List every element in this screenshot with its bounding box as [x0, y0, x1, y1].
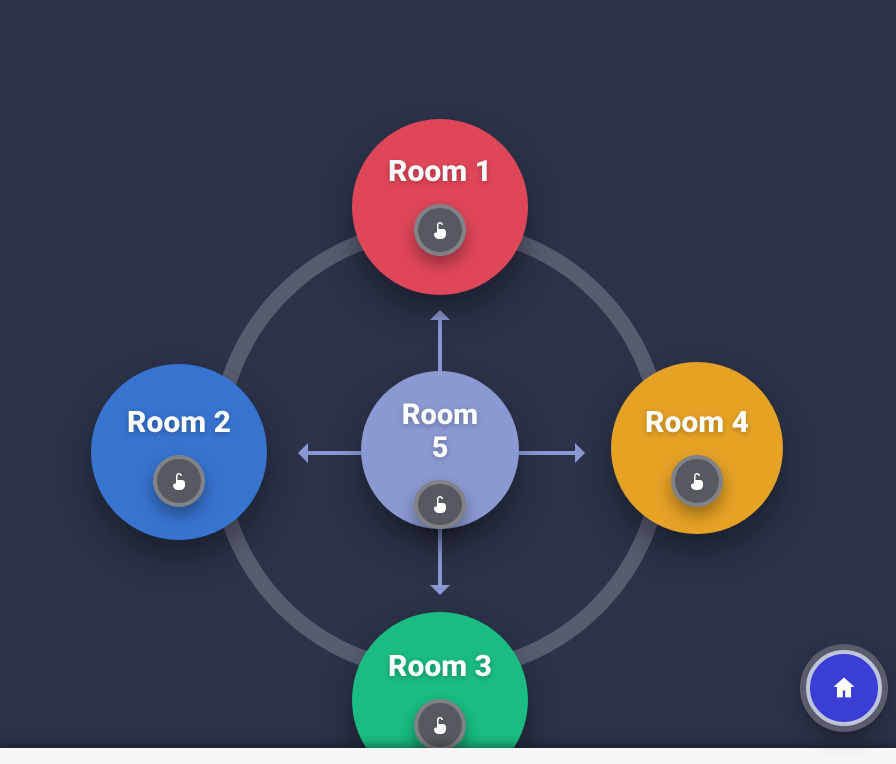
room-node-room2[interactable]: Room 2: [91, 364, 267, 540]
room-label: Room 2: [127, 406, 231, 441]
arrow-left-head: [298, 443, 308, 463]
room-node-room4[interactable]: Room 4: [611, 362, 783, 534]
room-label: Room 3: [388, 650, 492, 685]
touch-icon: [428, 492, 452, 516]
room-label: Room 1: [388, 155, 492, 190]
room-touch-button[interactable]: [414, 204, 466, 256]
touch-icon: [428, 713, 452, 737]
home-button[interactable]: [806, 650, 882, 726]
room-navigator: Room 1 Room 2 Room 3 Room 4 Room 5: [0, 0, 896, 764]
room-node-room5[interactable]: Room 5: [361, 371, 519, 529]
room-label: Room 4: [645, 406, 749, 441]
room-label: Room 5: [402, 399, 478, 466]
room-touch-button[interactable]: [671, 455, 723, 507]
touch-icon: [428, 218, 452, 242]
home-icon: [830, 674, 858, 702]
room-touch-button[interactable]: [414, 699, 466, 751]
room-touch-button[interactable]: [153, 455, 205, 507]
bottom-panel: [0, 748, 896, 764]
arrow-right-head: [575, 443, 585, 463]
room-node-room1[interactable]: Room 1: [352, 119, 528, 295]
touch-icon: [167, 469, 191, 493]
room-touch-button[interactable]: [414, 480, 466, 529]
touch-icon: [685, 469, 709, 493]
arrow-down-head: [430, 585, 450, 595]
arrow-up-head: [430, 310, 450, 320]
